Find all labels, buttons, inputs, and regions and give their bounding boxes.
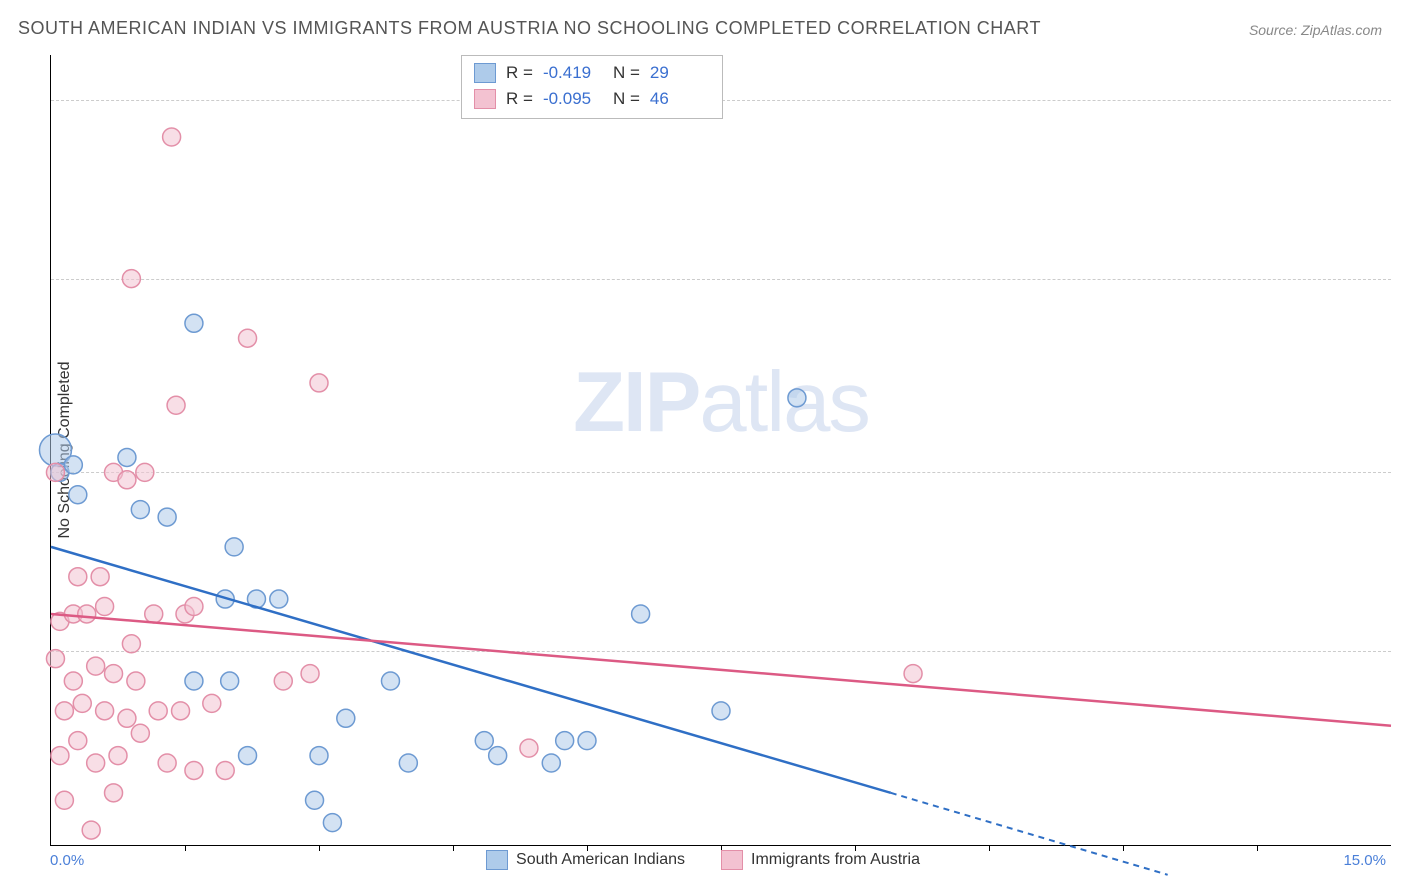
data-point	[381, 672, 399, 690]
legend-swatch	[721, 850, 743, 870]
data-point	[136, 463, 154, 481]
data-point	[163, 128, 181, 146]
chart-title: SOUTH AMERICAN INDIAN VS IMMIGRANTS FROM…	[18, 18, 1041, 39]
data-point	[109, 747, 127, 765]
legend-label: South American Indians	[516, 851, 685, 869]
data-point	[475, 732, 493, 750]
data-point	[185, 598, 203, 616]
data-point	[301, 665, 319, 683]
stat-n-label: N =	[613, 63, 640, 83]
legend: South American Indians Immigrants from Au…	[0, 850, 1406, 875]
data-point	[131, 501, 149, 519]
data-point	[127, 672, 145, 690]
chart-svg	[51, 55, 1391, 845]
data-point	[91, 568, 109, 586]
data-point	[118, 448, 136, 466]
legend-item: South American Indians	[486, 850, 685, 870]
data-point	[78, 605, 96, 623]
data-point	[118, 471, 136, 489]
source-attribution: Source: ZipAtlas.com	[1249, 22, 1382, 38]
stat-r-label: R =	[506, 63, 533, 83]
data-point	[310, 747, 328, 765]
series-swatch	[474, 89, 496, 109]
legend-item: Immigrants from Austria	[721, 850, 920, 870]
regression-line	[51, 547, 891, 793]
stats-row: R = -0.095 N = 46	[474, 86, 710, 112]
data-point	[904, 665, 922, 683]
data-point	[337, 709, 355, 727]
data-point	[96, 702, 114, 720]
data-point	[239, 747, 257, 765]
data-point	[64, 672, 82, 690]
source-prefix: Source:	[1249, 22, 1301, 38]
data-point	[55, 702, 73, 720]
data-point	[399, 754, 417, 772]
data-point	[167, 396, 185, 414]
source-link[interactable]: ZipAtlas.com	[1301, 22, 1382, 38]
data-point	[145, 605, 163, 623]
data-point	[712, 702, 730, 720]
data-point	[185, 761, 203, 779]
data-point	[46, 650, 64, 668]
stats-box: R = -0.419 N = 29 R = -0.095 N = 46	[461, 55, 723, 119]
stats-row: R = -0.419 N = 29	[474, 60, 710, 86]
data-point	[131, 724, 149, 742]
data-point	[69, 486, 87, 504]
data-point	[185, 672, 203, 690]
data-point	[185, 314, 203, 332]
legend-swatch	[486, 850, 508, 870]
data-point	[87, 657, 105, 675]
data-point	[105, 784, 123, 802]
data-point	[158, 754, 176, 772]
data-point	[73, 694, 91, 712]
data-point	[172, 702, 190, 720]
data-point	[274, 672, 292, 690]
stat-n-label: N =	[613, 89, 640, 109]
stat-n-value: 46	[650, 89, 710, 109]
stat-r-label: R =	[506, 89, 533, 109]
data-point	[788, 389, 806, 407]
stat-r-value: -0.095	[543, 89, 603, 109]
data-point	[270, 590, 288, 608]
data-point	[216, 761, 234, 779]
data-point	[542, 754, 560, 772]
data-point	[323, 814, 341, 832]
data-point	[556, 732, 574, 750]
stat-n-value: 29	[650, 63, 710, 83]
data-point	[69, 732, 87, 750]
legend-label: Immigrants from Austria	[751, 851, 920, 869]
data-point	[118, 709, 136, 727]
plot-area: No Schooling Completed ZIPatlas 1.3%2.5%…	[50, 55, 1391, 846]
data-point	[158, 508, 176, 526]
data-point	[51, 747, 69, 765]
data-point	[69, 568, 87, 586]
data-point	[46, 463, 64, 481]
data-point	[306, 791, 324, 809]
stat-r-value: -0.419	[543, 63, 603, 83]
data-point	[225, 538, 243, 556]
data-point	[82, 821, 100, 839]
data-point	[105, 665, 123, 683]
data-point	[520, 739, 538, 757]
data-point	[96, 598, 114, 616]
series-swatch	[474, 63, 496, 83]
data-point	[310, 374, 328, 392]
data-point	[87, 754, 105, 772]
data-point	[122, 635, 140, 653]
data-point	[55, 791, 73, 809]
data-point	[149, 702, 167, 720]
data-point	[489, 747, 507, 765]
data-point	[632, 605, 650, 623]
data-point	[221, 672, 239, 690]
data-point	[239, 329, 257, 347]
data-point	[122, 270, 140, 288]
data-point	[578, 732, 596, 750]
data-point	[203, 694, 221, 712]
data-point	[64, 456, 82, 474]
